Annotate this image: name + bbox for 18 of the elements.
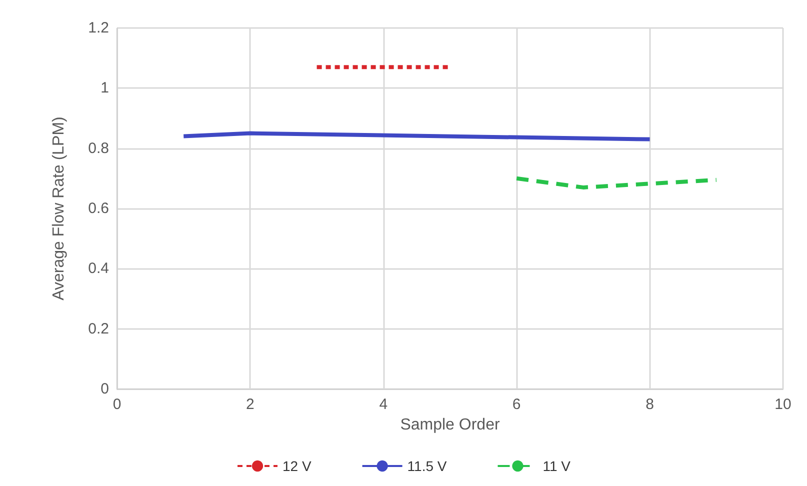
legend-label: 11.5 V <box>407 458 448 474</box>
x-tick-label: 6 <box>512 396 521 413</box>
y-axis-title: Average Flow Rate (LPM) <box>50 116 68 300</box>
x-axis-title: Sample Order <box>400 416 500 434</box>
x-tick-label: 2 <box>246 396 254 413</box>
legend-label: 11 V <box>542 458 572 474</box>
y-tick-label: 0.6 <box>88 200 109 217</box>
x-tick-label: 8 <box>646 396 654 413</box>
x-tick-label: 10 <box>774 396 792 413</box>
y-tick-label: 0.4 <box>88 260 109 278</box>
y-tick-label: 0.8 <box>88 140 109 157</box>
x-tick-label: 0 <box>112 396 122 413</box>
y-tick-label: 1.2 <box>88 20 109 36</box>
y-tick-label: 1 <box>100 80 109 97</box>
legend-label: 12 V <box>282 458 312 474</box>
x-tick-label: 4 <box>379 396 388 413</box>
y-tick-label: 0.2 <box>88 320 109 338</box>
y-tick-label: 0 <box>100 380 109 398</box>
